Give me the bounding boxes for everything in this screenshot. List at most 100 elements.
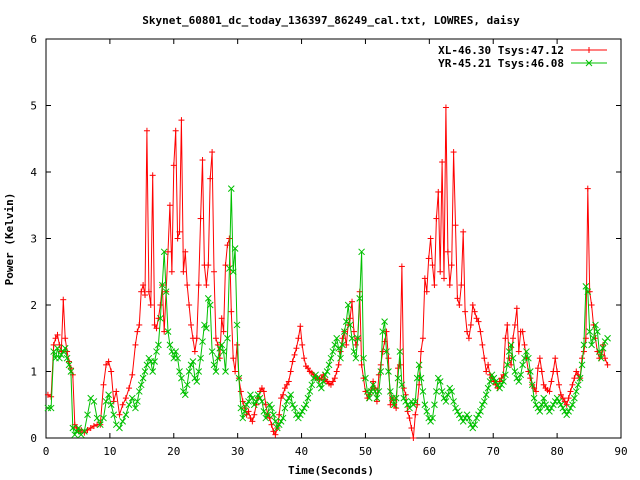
data-point bbox=[172, 127, 179, 134]
data-point bbox=[289, 358, 296, 365]
data-point bbox=[135, 388, 143, 395]
data-point bbox=[515, 348, 522, 355]
data-point bbox=[301, 355, 308, 362]
data-point bbox=[205, 262, 212, 269]
data-point bbox=[502, 371, 509, 379]
data-point bbox=[258, 385, 265, 392]
data-point bbox=[392, 394, 400, 402]
data-point bbox=[594, 328, 601, 335]
data-point bbox=[588, 302, 595, 308]
data-point bbox=[343, 341, 350, 348]
data-point bbox=[197, 354, 204, 362]
data-point bbox=[427, 418, 434, 425]
data-point bbox=[473, 315, 480, 322]
data-point bbox=[421, 401, 429, 409]
data-point bbox=[515, 378, 523, 385]
data-point bbox=[496, 384, 503, 392]
data-point bbox=[197, 215, 204, 222]
data-point bbox=[149, 368, 157, 375]
data-point bbox=[580, 341, 588, 349]
data-point bbox=[183, 381, 191, 389]
data-point bbox=[283, 381, 290, 388]
data-point bbox=[44, 404, 52, 412]
data-point bbox=[258, 398, 266, 405]
data-point bbox=[262, 414, 270, 422]
data-point bbox=[410, 401, 417, 409]
data-point bbox=[556, 381, 563, 388]
data-point bbox=[437, 268, 444, 275]
data-point bbox=[540, 394, 548, 402]
data-point bbox=[142, 292, 149, 299]
series-1 bbox=[44, 185, 611, 439]
data-point bbox=[116, 411, 123, 418]
data-point bbox=[62, 335, 69, 342]
data-point bbox=[174, 354, 181, 362]
data-point bbox=[552, 355, 559, 362]
data-point bbox=[333, 334, 341, 342]
data-point bbox=[511, 368, 519, 375]
data-point bbox=[569, 381, 576, 388]
data-point bbox=[193, 378, 201, 385]
data-point bbox=[379, 328, 387, 335]
data-point bbox=[546, 388, 553, 395]
data-point bbox=[277, 418, 285, 425]
data-point bbox=[604, 334, 611, 342]
data-point bbox=[103, 361, 110, 368]
data-point bbox=[452, 404, 459, 412]
data-point bbox=[559, 395, 566, 402]
data-point bbox=[256, 394, 264, 402]
data-point bbox=[511, 321, 518, 328]
data-point bbox=[408, 425, 415, 432]
data-point bbox=[578, 361, 586, 369]
legend-label: YR-45.21 Tsys:46.08 bbox=[438, 57, 564, 70]
data-point bbox=[567, 388, 574, 395]
data-point bbox=[90, 423, 97, 430]
data-point bbox=[563, 411, 571, 419]
data-point bbox=[54, 331, 61, 338]
data-point bbox=[385, 368, 392, 375]
data-point bbox=[460, 228, 467, 235]
data-point bbox=[528, 381, 536, 389]
data-point bbox=[153, 348, 160, 355]
data-point bbox=[477, 328, 484, 335]
data-point bbox=[429, 262, 436, 269]
legend-label: XL-46.30 Tsys:47.12 bbox=[438, 44, 564, 57]
legend-marker bbox=[586, 47, 592, 53]
data-point bbox=[134, 398, 141, 405]
data-point bbox=[207, 175, 214, 182]
data-point bbox=[508, 361, 515, 368]
data-point bbox=[521, 341, 528, 348]
data-point bbox=[484, 384, 492, 392]
x-tick-label: 30 bbox=[231, 445, 244, 458]
data-point bbox=[226, 235, 233, 242]
data-point bbox=[341, 328, 348, 335]
data-point bbox=[214, 354, 222, 362]
data-point bbox=[358, 248, 365, 256]
data-point bbox=[500, 378, 507, 385]
x-tick-label: 80 bbox=[550, 445, 563, 458]
y-axis-label: Power (Kelvin) bbox=[3, 193, 16, 286]
data-point bbox=[165, 248, 172, 255]
data-point bbox=[439, 159, 446, 166]
data-point bbox=[327, 354, 335, 362]
data-point bbox=[331, 375, 338, 382]
data-point bbox=[293, 345, 300, 352]
data-point bbox=[582, 283, 590, 290]
data-point bbox=[178, 374, 185, 382]
data-point bbox=[396, 361, 403, 368]
data-point bbox=[308, 381, 316, 389]
data-point bbox=[203, 324, 210, 332]
data-point bbox=[569, 401, 576, 409]
data-point bbox=[287, 368, 294, 375]
data-point bbox=[417, 374, 425, 382]
data-point bbox=[525, 354, 532, 362]
data-point bbox=[446, 282, 453, 289]
data-point bbox=[325, 361, 333, 369]
data-point bbox=[481, 355, 488, 362]
data-point bbox=[203, 282, 210, 289]
data-point bbox=[513, 305, 520, 312]
data-point bbox=[573, 368, 580, 375]
data-point bbox=[180, 268, 187, 275]
data-point bbox=[87, 425, 94, 432]
